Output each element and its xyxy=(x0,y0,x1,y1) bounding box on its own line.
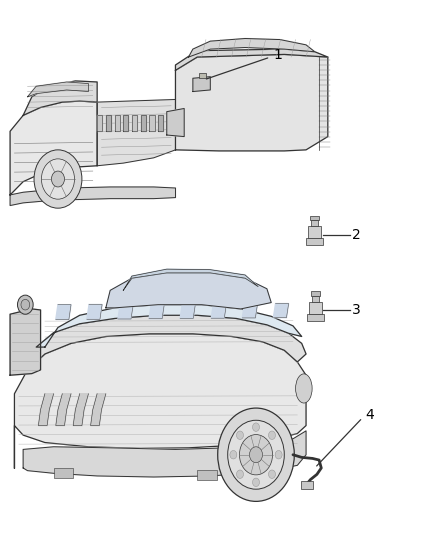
Circle shape xyxy=(18,295,33,314)
Polygon shape xyxy=(193,77,210,92)
Polygon shape xyxy=(73,394,88,425)
Polygon shape xyxy=(14,334,306,468)
Circle shape xyxy=(250,447,262,463)
Bar xyxy=(309,302,322,314)
Circle shape xyxy=(237,470,244,479)
Circle shape xyxy=(268,470,276,479)
Polygon shape xyxy=(91,394,106,425)
Circle shape xyxy=(240,434,272,475)
Circle shape xyxy=(268,431,276,440)
Polygon shape xyxy=(167,115,172,131)
Bar xyxy=(307,314,324,321)
Polygon shape xyxy=(39,394,53,425)
Circle shape xyxy=(253,423,259,431)
Polygon shape xyxy=(188,38,315,57)
Polygon shape xyxy=(10,187,176,206)
Bar xyxy=(311,292,320,296)
Polygon shape xyxy=(106,115,111,131)
Polygon shape xyxy=(97,100,176,166)
Bar xyxy=(306,238,323,245)
Ellipse shape xyxy=(296,374,312,403)
Polygon shape xyxy=(118,304,133,319)
Circle shape xyxy=(21,300,30,310)
Bar xyxy=(53,468,73,478)
Bar xyxy=(311,220,318,226)
Polygon shape xyxy=(106,273,271,309)
Text: 3: 3 xyxy=(352,303,361,317)
Circle shape xyxy=(42,159,74,199)
Text: 1: 1 xyxy=(273,49,282,62)
Polygon shape xyxy=(123,269,258,290)
Polygon shape xyxy=(176,115,181,131)
Polygon shape xyxy=(176,49,328,70)
Polygon shape xyxy=(97,115,102,131)
Polygon shape xyxy=(273,304,289,318)
Polygon shape xyxy=(10,309,41,375)
Circle shape xyxy=(237,431,244,440)
Bar xyxy=(308,226,321,238)
Bar xyxy=(312,296,319,302)
Bar xyxy=(197,470,217,480)
Polygon shape xyxy=(167,109,184,136)
Polygon shape xyxy=(242,304,258,318)
Polygon shape xyxy=(87,304,102,319)
Bar xyxy=(199,73,206,78)
Circle shape xyxy=(228,420,284,489)
Polygon shape xyxy=(149,304,164,319)
Circle shape xyxy=(253,478,259,487)
Polygon shape xyxy=(123,115,128,131)
Circle shape xyxy=(275,450,282,459)
Polygon shape xyxy=(28,82,88,97)
Text: 2: 2 xyxy=(352,228,361,241)
Polygon shape xyxy=(149,115,155,131)
Text: 4: 4 xyxy=(365,408,374,422)
Circle shape xyxy=(230,450,237,459)
Polygon shape xyxy=(211,304,226,318)
Bar xyxy=(311,216,319,220)
Polygon shape xyxy=(176,54,328,151)
Polygon shape xyxy=(56,305,71,319)
Polygon shape xyxy=(56,394,71,425)
Circle shape xyxy=(218,408,294,502)
Polygon shape xyxy=(23,431,306,477)
Circle shape xyxy=(34,150,82,208)
Polygon shape xyxy=(10,101,97,195)
Polygon shape xyxy=(132,115,137,131)
Polygon shape xyxy=(158,115,163,131)
Bar xyxy=(301,481,313,489)
Polygon shape xyxy=(23,81,97,115)
Polygon shape xyxy=(180,304,195,318)
Polygon shape xyxy=(36,305,302,347)
Polygon shape xyxy=(115,115,120,131)
Circle shape xyxy=(51,171,64,187)
Polygon shape xyxy=(141,115,146,131)
Polygon shape xyxy=(28,316,306,370)
